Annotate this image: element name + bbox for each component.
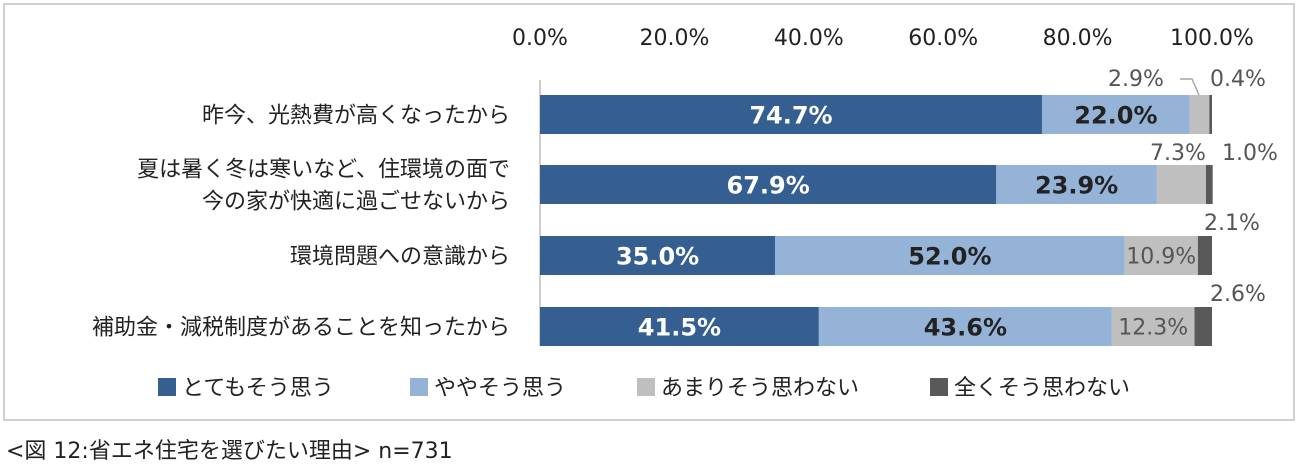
data-label: 12.3%: [1118, 316, 1188, 341]
data-label: 74.7%: [749, 102, 832, 130]
bar-segment: [1124, 236, 1198, 275]
x-tick-label: 100.0%: [1170, 26, 1254, 51]
bar-segment: [1111, 307, 1195, 346]
category-label: 今の家が快適に過ごせないから: [202, 190, 510, 215]
bar-segment: [1205, 165, 1213, 204]
bar-segment: [775, 236, 1125, 275]
figure-caption: <図 12:省エネ住宅を選びたい理由> n=731: [6, 439, 453, 464]
chart-frame: [3, 3, 1295, 421]
data-label: 22.0%: [1074, 102, 1157, 130]
data-label: 2.9%: [1108, 67, 1164, 92]
bar-segment: [996, 165, 1157, 204]
x-tick-label: 20.0%: [639, 26, 709, 51]
legend-label: 全くそう思わない: [954, 376, 1130, 401]
bar-segment: [1209, 95, 1212, 134]
data-label: 67.9%: [727, 172, 810, 200]
bar-segment: [540, 236, 776, 275]
data-label: 7.3%: [1150, 141, 1206, 166]
data-label: 2.6%: [1210, 282, 1266, 307]
leader-line: [1180, 78, 1200, 96]
bar-segment: [540, 307, 819, 346]
data-label: 41.5%: [638, 314, 721, 342]
stacked-bar-chart: 0.0% 20.0% 40.0% 60.0% 80.0% 100.0% 昨今、光熱費が高くな…: [92, 26, 1278, 401]
data-label: 43.6%: [924, 314, 1007, 342]
bar-segment: [1197, 236, 1212, 275]
category-label: 夏は暑く冬は寒いなど、住環境の面で: [137, 158, 510, 183]
bar-segment: [1041, 95, 1190, 134]
legend-label: ややそう思う: [434, 376, 566, 401]
data-label: 2.1%: [1204, 211, 1260, 236]
data-label: 1.0%: [1222, 141, 1278, 166]
bar-segment: [540, 95, 1042, 134]
data-label: 0.4%: [1210, 67, 1266, 92]
data-label: 10.9%: [1126, 245, 1196, 270]
x-tick-label: 0.0%: [512, 26, 568, 51]
bar-segment: [540, 165, 997, 204]
bar-segment: [1156, 165, 1206, 204]
legend-label: とてもそう思う: [182, 376, 334, 401]
data-label: 35.0%: [616, 243, 699, 271]
legend-label: あまりそう思わない: [661, 376, 859, 401]
data-label: 52.0%: [908, 243, 991, 271]
category-label: 補助金・減税制度があることを知ったから: [92, 316, 510, 341]
category-label: 昨今、光熱費が高くなったから: [202, 104, 510, 129]
bar-segment: [1194, 307, 1212, 346]
legend-swatch: [158, 378, 176, 396]
x-tick-label: 40.0%: [774, 26, 844, 51]
legend-swatch: [637, 378, 655, 396]
x-tick-label: 60.0%: [908, 26, 978, 51]
category-label: 環境問題への意識から: [290, 245, 510, 270]
x-tick-label: 80.0%: [1043, 26, 1113, 51]
legend-swatch: [410, 378, 428, 396]
bar-segment: [818, 307, 1112, 346]
bar-segment: [1189, 95, 1210, 134]
data-label: 23.9%: [1035, 172, 1118, 200]
legend-swatch: [930, 378, 948, 396]
